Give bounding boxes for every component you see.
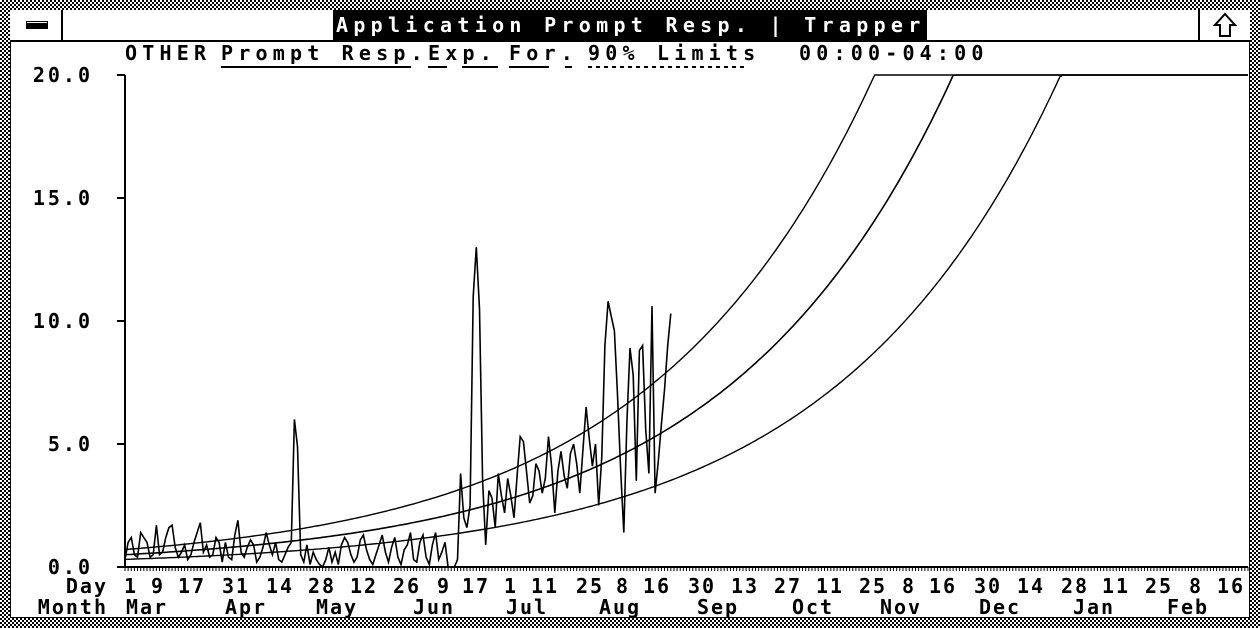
x-day-label: 8 (902, 574, 916, 598)
x-day-label: 12 (350, 574, 378, 598)
maximize-button[interactable] (1198, 10, 1250, 40)
x-month-label: Oct (792, 595, 834, 619)
x-day-label: 16 (1217, 574, 1245, 598)
x-row-label-month: Month (38, 595, 108, 619)
x-month-label: Jul (506, 595, 548, 619)
x-month-label: Jun (413, 595, 455, 619)
x-day-label: 14 (266, 574, 294, 598)
y-tick-label: 10.0 (33, 309, 93, 333)
x-month-label: May (316, 595, 358, 619)
up-arrow-icon (1212, 12, 1238, 37)
y-tick-label: 5.0 (48, 432, 93, 456)
x-day-label: 28 (1061, 574, 1089, 598)
x-day-label: 8 (616, 574, 630, 598)
x-day-label: 1 (504, 574, 518, 598)
title-bar[interactable]: Application Prompt Resp. | Trapper (10, 10, 1250, 42)
y-tick-label: 20.0 (33, 63, 93, 87)
x-day-label: 30 (688, 574, 716, 598)
x-day-label: 11 (816, 574, 844, 598)
x-month-label: Apr (225, 595, 267, 619)
y-tick-label: 15.0 (33, 186, 93, 210)
x-day-label: 16 (643, 574, 671, 598)
y-tick-label: 0.0 (48, 555, 93, 579)
limit-line-upper (124, 74, 1248, 551)
time-range: 00:00-04:00 (799, 41, 989, 65)
legend-exp: Exp. (428, 41, 497, 65)
x-day-label: 9 (437, 574, 451, 598)
x-day-label: 14 (1017, 574, 1045, 598)
x-day-label: 25 (576, 574, 604, 598)
x-day-label: 28 (308, 574, 336, 598)
x-day-label: 9 (151, 574, 165, 598)
legend-limits: 90% Limits (588, 41, 761, 65)
window-title: Application Prompt Resp. | Trapper (333, 10, 927, 40)
x-month-label: Jan (1073, 595, 1115, 619)
x-day-label: 26 (393, 574, 421, 598)
x-day-label: 30 (974, 574, 1002, 598)
prompt-resp-line (124, 247, 672, 569)
x-day-label: 11 (531, 574, 559, 598)
x-day-label: 17 (462, 574, 490, 598)
x-day-label: 8 (1189, 574, 1203, 598)
x-day-label: 11 (1102, 574, 1130, 598)
x-month-label: Sep (697, 595, 739, 619)
x-day-label: 25 (859, 574, 887, 598)
limit-line-lower (124, 74, 1248, 561)
x-day-label: 25 (1145, 574, 1173, 598)
x-month-label: Nov (880, 595, 922, 619)
x-month-label: Dec (979, 595, 1021, 619)
category-label: OTHER (125, 41, 212, 65)
x-day-label: 13 (731, 574, 759, 598)
x-month-label: Mar (126, 595, 168, 619)
system-menu-button[interactable] (10, 10, 63, 40)
minimize-bar-icon (26, 21, 48, 29)
x-month-label: Feb (1167, 595, 1209, 619)
x-day-label: 1 (124, 574, 138, 598)
x-day-label: 17 (178, 574, 206, 598)
x-day-label: 16 (929, 574, 957, 598)
x-day-label: 31 (222, 574, 250, 598)
x-month-label: Aug (599, 595, 641, 619)
legend-for: For. (509, 41, 578, 65)
legend-prompt-resp: Prompt Resp. (221, 41, 428, 65)
x-day-label: 27 (774, 574, 802, 598)
x-row-label-day: Day (66, 574, 108, 598)
